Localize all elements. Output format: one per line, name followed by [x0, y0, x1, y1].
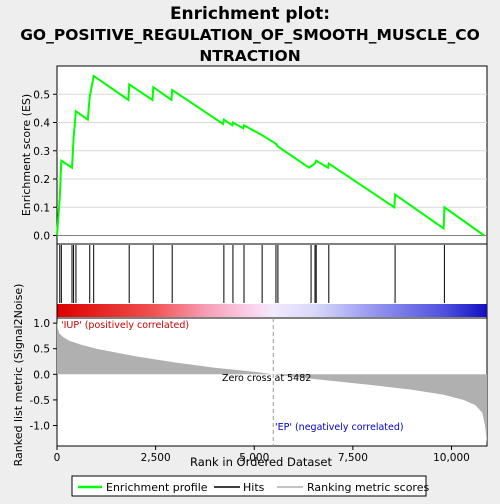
es-y-tick-label: 0.3 [33, 146, 50, 158]
es-y-tick-label: 0.5 [33, 89, 50, 101]
title-line-1: Enrichment plot: [170, 4, 330, 24]
zero-cross-label: Zero cross at 5482 [222, 373, 311, 384]
legend-ranking-label: Ranking metric scores [307, 481, 429, 494]
rank-x-tick-label: 0 [54, 452, 61, 464]
rank-y-axis: 1.0 0.5 0.0 -0.5 -1.0 [30, 318, 57, 433]
es-y-tick-label: 0.1 [33, 202, 50, 214]
rank-x-tick-label: 5,000 [239, 452, 269, 464]
es-y-axis: 0.0 0.1 0.2 0.3 0.4 0.5 [33, 89, 57, 243]
legend-hits-label: Hits [243, 481, 265, 494]
rank-y-tick-label: 1.0 [33, 318, 50, 330]
rank-y-tick-label: 0.5 [33, 344, 50, 356]
title-line-3: NTRACTION [199, 47, 300, 65]
rank-y-axis-label: Ranked list metric (Signal2Noise) [12, 284, 25, 467]
title-line-2: GO_POSITIVE_REGULATION_OF_SMOOTH_MUSCLE_… [20, 26, 480, 44]
rank-y-tick-label: -1.0 [30, 421, 51, 433]
es-panel [56, 65, 488, 245]
ranking-metric-area [57, 320, 487, 444]
legend-box [71, 475, 427, 497]
rank-y-tick-label: -0.5 [30, 395, 51, 407]
ranked-list-color-bar [57, 304, 487, 317]
rank-y-tick-label: 0.0 [33, 369, 50, 381]
rank-x-tick-label: 10,000 [433, 452, 470, 464]
es-y-tick-label: 0.2 [33, 174, 50, 186]
es-y-tick-label: 0.4 [33, 118, 50, 130]
negative-correlation-label: 'EP' (negatively correlated) [275, 422, 404, 433]
rank-x-axis: 0 2,500 5,000 7,500 10,000 [54, 446, 470, 464]
es-y-axis-label: Enrichment score (ES) [20, 94, 33, 216]
hit-lines [59, 245, 445, 303]
es-y-tick-label: 0.0 [33, 231, 50, 243]
rank-x-tick-label: 7,500 [338, 452, 368, 464]
x-axis-label: Rank in Ordered Dataset [190, 455, 333, 469]
enrichment-profile-line [56, 74, 485, 237]
legend-enrichment-label: Enrichment profile [106, 481, 208, 494]
rank-x-tick-label: 2,500 [141, 452, 171, 464]
positive-correlation-label: 'IUP' (positively correlated) [61, 320, 189, 331]
